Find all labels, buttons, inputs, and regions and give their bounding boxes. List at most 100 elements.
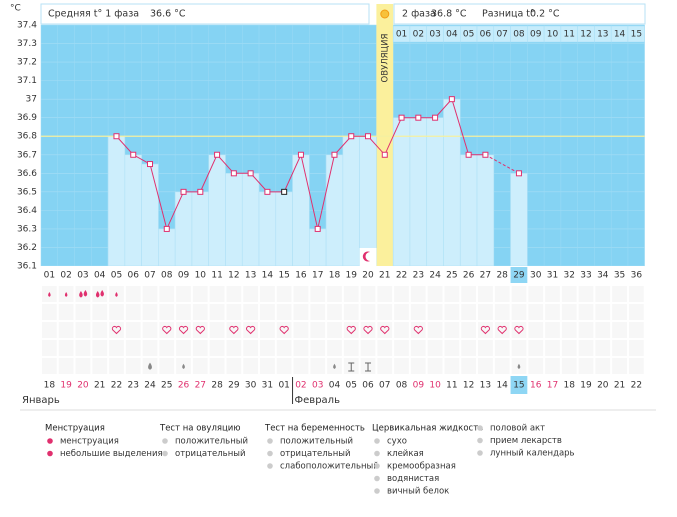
symbol-cell <box>410 340 426 356</box>
phase2-day: 03 <box>429 30 440 40</box>
symbol-cell <box>58 358 74 374</box>
month-label: Февраль <box>295 395 341 406</box>
y-tick-label: 36.7 <box>17 150 37 160</box>
cycle-day: 14 <box>262 271 274 281</box>
symbol-cell <box>42 340 57 356</box>
legend-title: Менструация <box>45 424 105 434</box>
sex-icon <box>514 325 524 335</box>
symbol-cell <box>377 322 393 338</box>
bar <box>241 173 260 267</box>
symbol-cell <box>293 304 309 320</box>
y-tick-label: 36.1 <box>17 262 37 272</box>
cycle-day: 18 <box>329 271 341 281</box>
temperature-point <box>381 151 388 158</box>
symbol-cell <box>243 322 259 338</box>
bar <box>476 154 495 267</box>
bar <box>510 173 528 267</box>
cycle-day: 03 <box>77 271 88 281</box>
date: 04 <box>329 381 341 391</box>
sex-icon <box>229 325 239 335</box>
sex-icon <box>413 325 423 335</box>
menstruation-icon <box>48 292 51 297</box>
symbol-cell <box>461 304 477 320</box>
date: 18 <box>564 381 576 391</box>
menstruation-icon <box>115 292 118 297</box>
cycle-day: 33 <box>580 271 591 281</box>
cycle-day: 07 <box>144 271 155 281</box>
temperature-point <box>314 225 321 232</box>
phase2-day: 06 <box>480 30 492 40</box>
symbol-cell <box>561 286 577 302</box>
legend-icon <box>477 425 483 431</box>
symbol-cell <box>578 304 594 320</box>
symbol-cell <box>427 358 443 374</box>
symbol-cell <box>42 358 57 374</box>
legend-icon <box>477 450 483 456</box>
symbol-cell <box>276 286 292 302</box>
date: 14 <box>496 381 508 391</box>
symbol-cell <box>109 358 124 374</box>
symbol-cell <box>159 286 175 302</box>
fluid-icon <box>365 362 372 372</box>
symbol-cell <box>260 286 275 302</box>
symbol-cell <box>360 340 376 356</box>
day-row <box>41 266 645 284</box>
menstruation-icon <box>83 290 88 297</box>
symbol-cell <box>628 322 644 338</box>
symbol-cell <box>310 340 326 356</box>
cycle-day: 13 <box>245 271 256 281</box>
sex-icon <box>497 325 507 335</box>
cycle-day: 28 <box>496 271 508 281</box>
symbol-cell <box>561 322 577 338</box>
menstruation-icon <box>95 291 100 298</box>
menstruation-icon <box>79 291 83 298</box>
symbol-cell <box>92 286 108 302</box>
today-cell <box>510 267 528 283</box>
y-tick-label: 37 <box>26 95 37 105</box>
bar <box>292 154 310 267</box>
temperature-point <box>331 151 338 158</box>
cycle-day: 12 <box>228 271 239 281</box>
symbol-cell <box>92 322 108 338</box>
legend-item: лунный календарь <box>490 449 575 459</box>
date: 05 <box>346 381 357 391</box>
y-tick-label: 37.4 <box>17 21 37 31</box>
symbol-cell <box>159 340 175 356</box>
y-tick-label: 36.6 <box>17 169 37 179</box>
symbol-cell <box>192 322 208 338</box>
symbol-cell <box>125 304 141 320</box>
symbol-cell <box>494 322 510 338</box>
legend-item: слабоположительный <box>280 462 379 472</box>
date: 13 <box>480 381 491 391</box>
temperature-point <box>130 151 137 158</box>
symbol-cell <box>628 340 644 356</box>
date: 17 <box>547 381 558 391</box>
date: 18 <box>44 381 56 391</box>
cycle-day: 34 <box>597 271 609 281</box>
symbol-cell <box>427 322 443 338</box>
temperature-point <box>482 151 489 158</box>
date: 01 <box>278 381 289 391</box>
date: 19 <box>60 381 72 391</box>
cycle-day: 05 <box>111 271 122 281</box>
symbol-cell <box>595 286 611 302</box>
cycle-day: 06 <box>128 271 140 281</box>
cycle-day: 36 <box>631 271 643 281</box>
date: 27 <box>195 381 206 391</box>
symbol-cell <box>75 304 91 320</box>
symbol-cell <box>92 340 108 356</box>
legend-icon <box>374 438 380 444</box>
symbol-cell <box>427 340 443 356</box>
symbol-cell <box>478 322 493 338</box>
symbol-cell <box>209 340 225 356</box>
legend-icon <box>374 475 380 482</box>
date: 20 <box>77 381 89 391</box>
symbol-cell <box>125 286 141 302</box>
symbol-cell <box>360 322 376 338</box>
cycle-day: 02 <box>60 271 71 281</box>
legend-item: прием лекарств <box>490 436 562 446</box>
symbol-cell <box>528 286 544 302</box>
fluid-icon <box>517 363 521 369</box>
symbol-cell <box>511 286 527 302</box>
